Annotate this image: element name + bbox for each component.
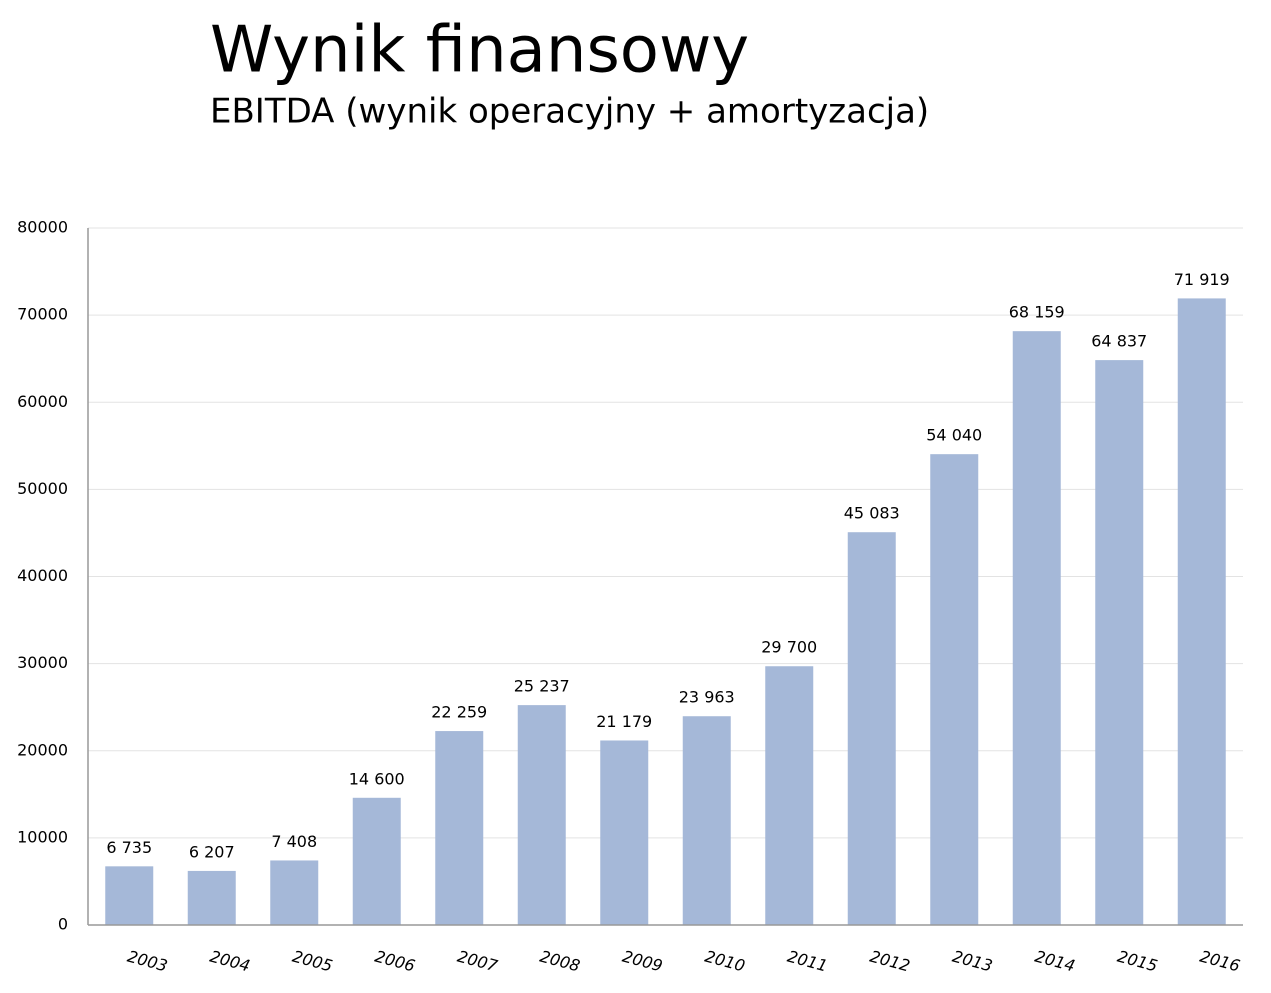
data-label: 21 179 bbox=[596, 712, 652, 731]
bar bbox=[187, 870, 236, 925]
data-label: 6 735 bbox=[106, 838, 152, 857]
data-label: 7 408 bbox=[271, 832, 317, 851]
bar bbox=[1095, 360, 1144, 925]
bar bbox=[765, 666, 814, 925]
data-label: 23 963 bbox=[679, 688, 735, 707]
y-tick-label: 70000 bbox=[17, 305, 68, 324]
x-tick-label: 2008 bbox=[538, 947, 582, 976]
x-tick-label: 2009 bbox=[620, 947, 664, 976]
x-tick-label: 2010 bbox=[703, 947, 747, 976]
bar bbox=[930, 454, 979, 925]
y-tick-label: 0 bbox=[58, 915, 68, 934]
data-label: 29 700 bbox=[761, 638, 817, 657]
y-tick-label: 10000 bbox=[17, 827, 68, 846]
x-tick-label: 2005 bbox=[290, 947, 334, 976]
y-tick-label: 50000 bbox=[17, 479, 68, 498]
y-tick-label: 80000 bbox=[17, 218, 68, 237]
chart-subtitle: EBITDA (wynik operacyjny + amortyzacja) bbox=[210, 92, 929, 132]
x-tick-label: 2004 bbox=[208, 947, 252, 976]
bar bbox=[600, 740, 649, 925]
x-tick-label: 2003 bbox=[125, 947, 169, 976]
data-label: 22 259 bbox=[431, 703, 487, 722]
data-label: 68 159 bbox=[1009, 303, 1065, 322]
data-label: 71 919 bbox=[1174, 270, 1230, 289]
y-tick-label: 30000 bbox=[17, 653, 68, 672]
x-tick-label: 2013 bbox=[950, 947, 994, 976]
x-tick-label: 2015 bbox=[1115, 947, 1159, 976]
bar bbox=[1177, 298, 1226, 925]
bar bbox=[1012, 331, 1061, 926]
bar bbox=[435, 731, 484, 925]
chart-title: Wynik finansowy bbox=[210, 14, 749, 88]
bar bbox=[847, 532, 896, 925]
data-label: 6 207 bbox=[189, 842, 235, 861]
bar bbox=[105, 866, 154, 925]
x-tick-label: 2014 bbox=[1033, 947, 1077, 976]
x-tick-label: 2007 bbox=[455, 947, 500, 976]
y-tick-label: 60000 bbox=[17, 392, 68, 411]
x-tick-label: 2006 bbox=[373, 947, 417, 976]
x-tick-label: 2011 bbox=[785, 947, 829, 976]
bar bbox=[517, 705, 566, 925]
data-label: 64 837 bbox=[1091, 332, 1147, 351]
data-label: 45 083 bbox=[844, 504, 900, 523]
x-tick-label: 2012 bbox=[868, 947, 912, 976]
y-tick-label: 40000 bbox=[17, 566, 68, 585]
data-label: 14 600 bbox=[349, 769, 405, 788]
bar bbox=[270, 860, 319, 925]
data-label: 25 237 bbox=[514, 677, 570, 696]
data-label: 54 040 bbox=[926, 426, 982, 445]
y-tick-label: 20000 bbox=[17, 740, 68, 759]
bar bbox=[352, 797, 401, 925]
bar bbox=[682, 716, 731, 925]
x-tick-label: 2016 bbox=[1198, 947, 1242, 976]
